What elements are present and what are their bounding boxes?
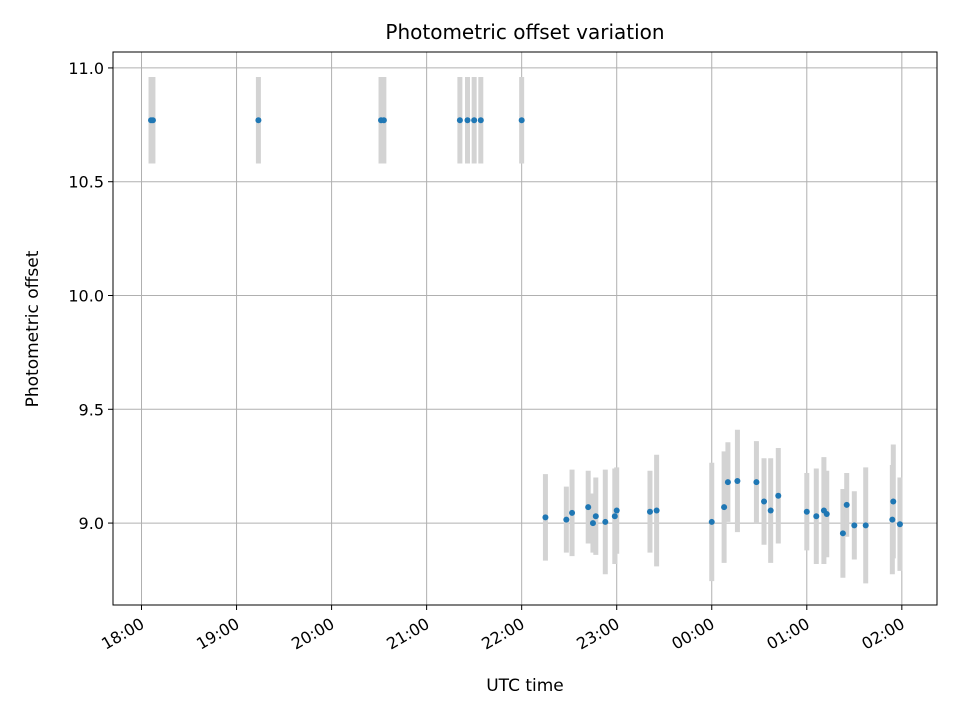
data-point <box>611 513 618 520</box>
data-point <box>862 522 869 529</box>
data-point <box>653 507 660 514</box>
y-tick-label: 9.0 <box>79 514 104 533</box>
data-point <box>753 479 760 486</box>
data-point <box>803 508 810 515</box>
y-tick-label: 9.5 <box>79 400 104 419</box>
data-point <box>734 477 741 484</box>
data-point <box>843 501 850 508</box>
data-point <box>839 530 846 537</box>
data-point <box>563 516 570 523</box>
data-point <box>149 117 156 124</box>
data-point <box>255 117 262 124</box>
chart-title: Photometric offset variation <box>385 20 664 44</box>
data-point <box>889 516 896 523</box>
plot-frame <box>112 51 938 606</box>
data-point <box>456 117 463 124</box>
grid-lines <box>113 52 937 605</box>
data-point <box>464 117 471 124</box>
data-point <box>823 510 830 517</box>
y-tick-label: 10.0 <box>68 287 104 306</box>
data-point <box>761 498 768 505</box>
y-tick-label: 10.5 <box>68 173 104 192</box>
axis-ticks <box>108 67 903 610</box>
data-point <box>592 513 599 520</box>
data-point <box>518 117 525 124</box>
data-point <box>589 520 596 527</box>
data-point <box>569 509 576 516</box>
y-axis-label: Photometric offset <box>23 250 43 407</box>
x-axis-label: UTC time <box>486 676 564 696</box>
data-point <box>721 504 728 511</box>
data-point <box>585 504 592 511</box>
data-point <box>724 479 731 486</box>
data-point <box>851 522 858 529</box>
data-points <box>148 117 903 537</box>
data-point <box>646 508 653 515</box>
data-point <box>542 514 549 521</box>
data-point <box>613 507 620 514</box>
data-point <box>890 498 897 505</box>
data-point <box>602 518 609 525</box>
data-point <box>896 521 903 528</box>
data-point <box>380 117 387 124</box>
data-point <box>477 117 484 124</box>
y-tick-label: 11.0 <box>68 59 104 78</box>
data-point <box>471 117 478 124</box>
data-point <box>813 513 820 520</box>
data-point <box>775 492 782 499</box>
data-point <box>708 518 715 525</box>
data-point <box>767 507 774 514</box>
